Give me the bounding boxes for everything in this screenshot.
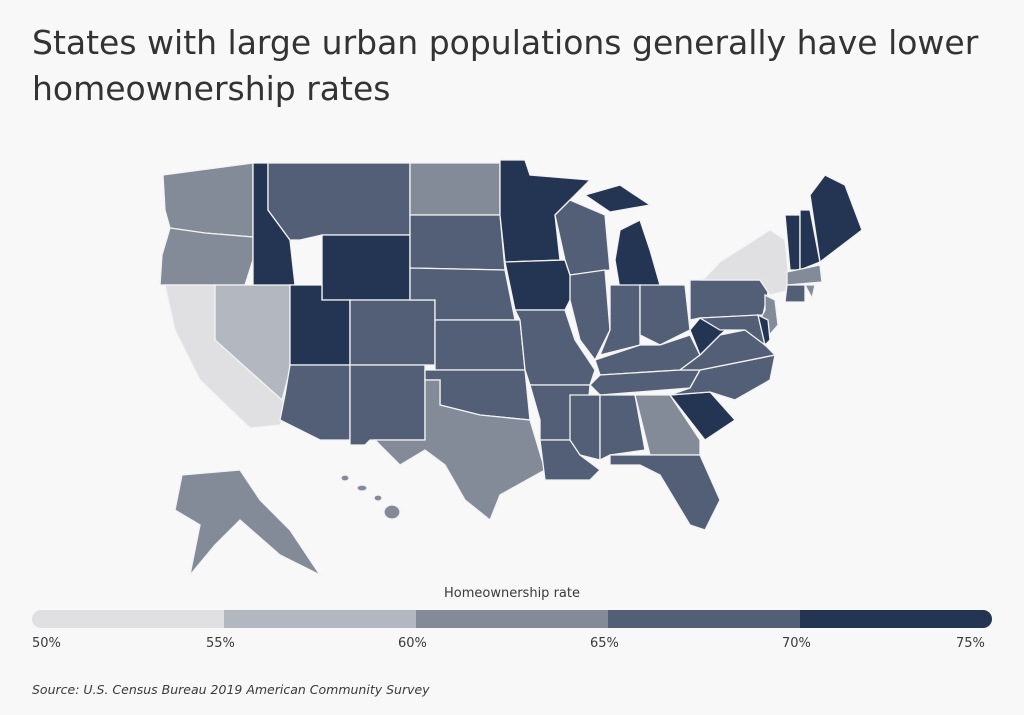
legend-title: Homeownership rate: [444, 586, 580, 601]
state-az: [279, 364, 351, 441]
state-mt: [267, 162, 411, 241]
chart-title: States with large urban populations gene…: [32, 23, 979, 108]
state-tx: [373, 379, 546, 522]
state-ga: [634, 394, 701, 456]
legend-bin-2: [416, 610, 608, 628]
state-sd: [409, 214, 506, 271]
state-ct: [784, 284, 806, 303]
legend-tick: 50%: [32, 636, 61, 651]
state-ma: [786, 264, 823, 286]
state-al: [599, 394, 646, 462]
state-mi: [614, 219, 661, 291]
legend-tick: 75%: [956, 636, 985, 651]
legend-tick: 70%: [782, 636, 811, 651]
state-hi: [340, 474, 350, 482]
legend-bin-4: [800, 610, 992, 628]
state-ks: [434, 319, 526, 371]
state-wi: [554, 199, 611, 276]
state-nd: [409, 162, 501, 216]
state-ms: [569, 394, 601, 461]
state-oh: [639, 284, 691, 346]
state-de: [757, 313, 771, 347]
legend-bin-0: [32, 610, 224, 628]
state-wa: [162, 162, 254, 238]
legend-tick: 65%: [590, 636, 619, 651]
state-in: [598, 284, 641, 356]
legend-bin-3: [608, 610, 800, 628]
state-co: [349, 299, 436, 366]
legend-tick: 55%: [206, 636, 235, 651]
state-ia: [504, 259, 576, 311]
state-hi: [356, 484, 368, 492]
state-mi: [583, 184, 652, 213]
legend-bin-1: [224, 610, 416, 628]
state-wy: [321, 234, 411, 301]
state-hi: [383, 504, 401, 520]
state-hi: [373, 494, 383, 502]
legend-color-bar: [32, 610, 992, 628]
state-me: [809, 174, 863, 264]
state-nm: [349, 364, 426, 446]
state-ri: [803, 284, 816, 300]
state-fl: [609, 454, 721, 531]
state-md: [697, 314, 767, 347]
legend-tick: 60%: [398, 636, 427, 651]
state-ak: [174, 469, 322, 577]
state-pa: [689, 279, 769, 321]
source-note: Source: U.S. Census Bureau 2019 American…: [32, 682, 430, 697]
state-or: [159, 227, 254, 286]
